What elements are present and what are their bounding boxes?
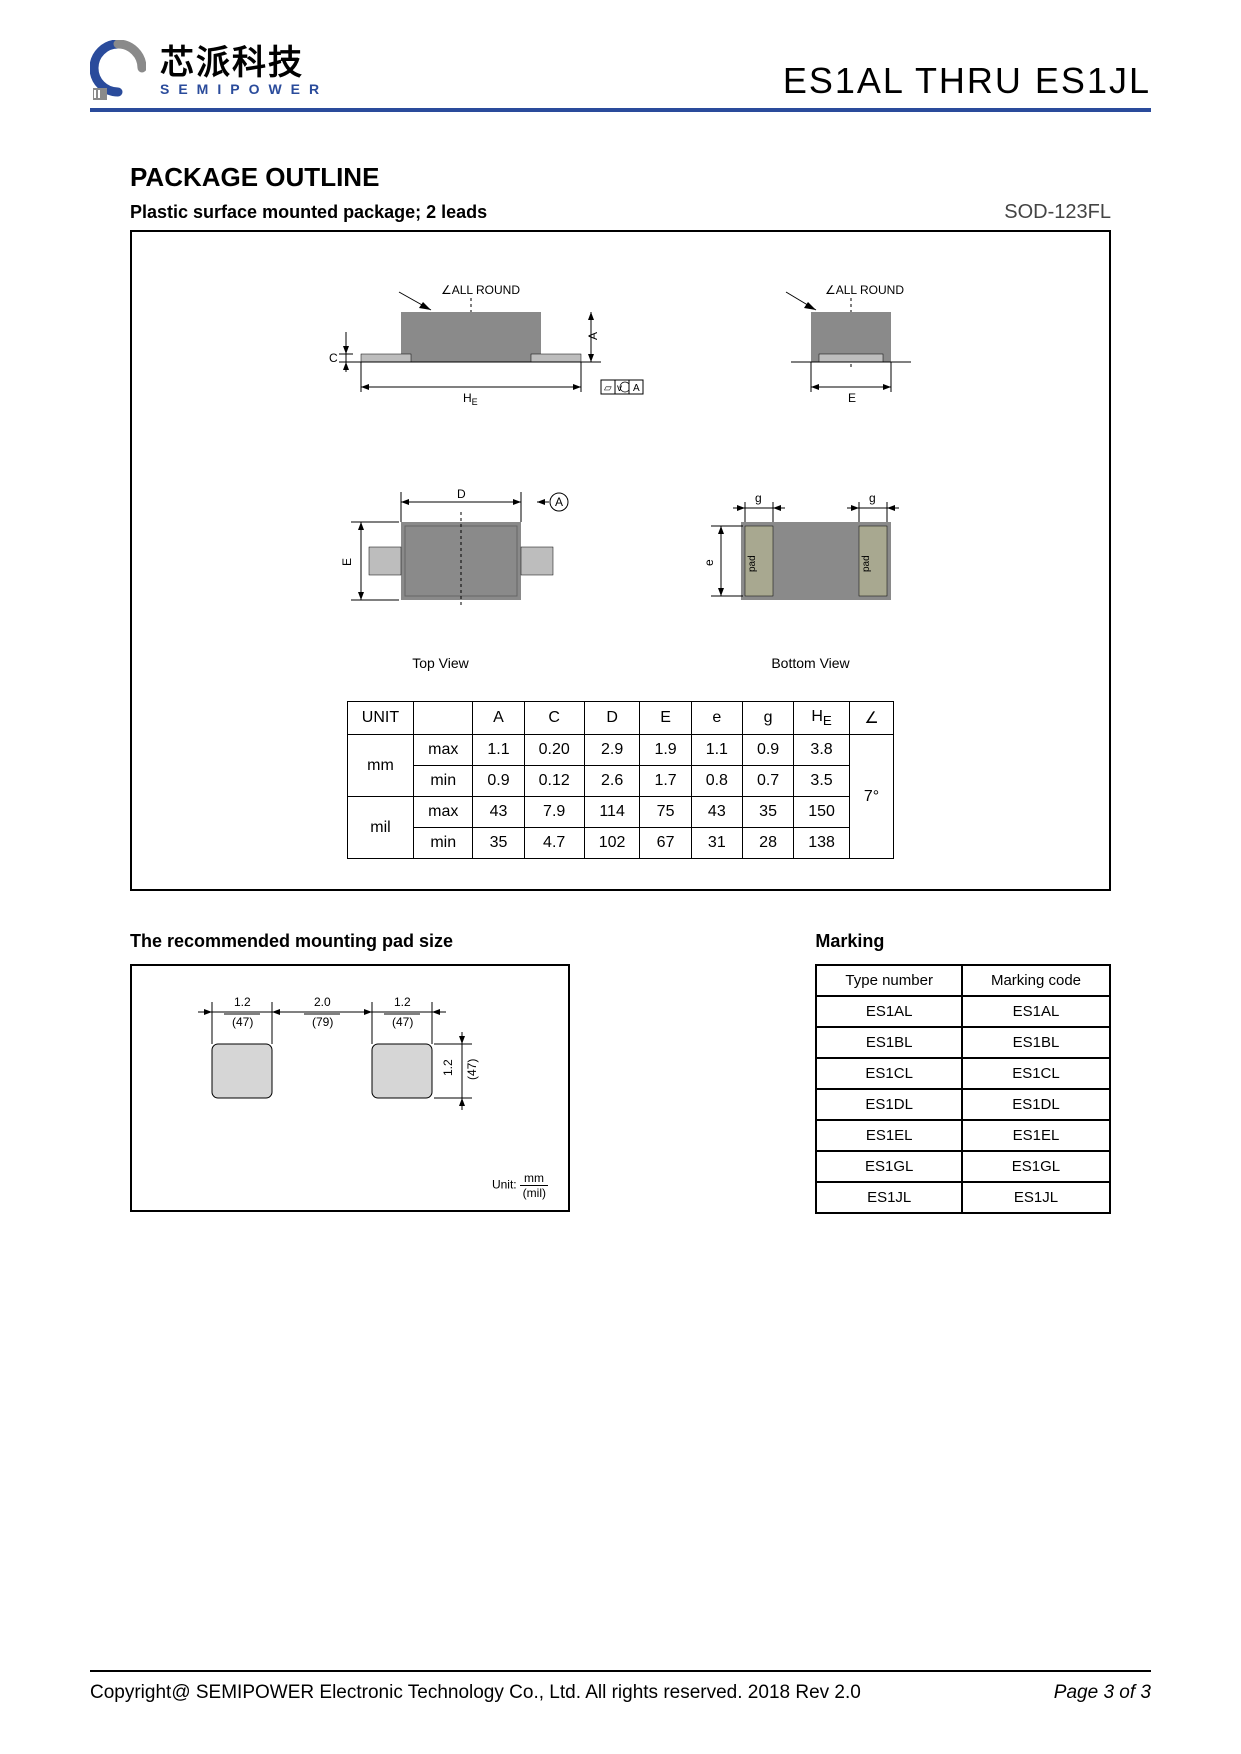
label-pad-r: pad bbox=[861, 555, 872, 572]
dims-h-he: HE bbox=[794, 702, 850, 735]
label-c: C bbox=[329, 351, 338, 365]
table-row: mil max 43 7.9 114 75 43 35 150 bbox=[347, 797, 893, 828]
label-g-l: g bbox=[755, 491, 762, 505]
table-row: UNIT A C D E e g HE ∠ bbox=[347, 702, 893, 735]
gdt-v: v bbox=[617, 383, 622, 394]
table-row: ES1GLES1GL bbox=[816, 1151, 1110, 1182]
dims-h-blank bbox=[414, 702, 473, 735]
page-footer: Copyright@ SEMIPOWER Electronic Technolo… bbox=[90, 1670, 1151, 1704]
label-e: E bbox=[848, 391, 856, 405]
top-view-diagram: D A bbox=[291, 472, 591, 642]
end-view-diagram: ∠ALL ROUND E bbox=[751, 272, 951, 442]
unit-mil: mil bbox=[347, 797, 413, 859]
dims-h-c: C bbox=[524, 702, 584, 735]
marking-table: Type number Marking code ES1ALES1AL ES1B… bbox=[815, 964, 1111, 1214]
mounting-pad-diagram: 1.2 (47) 2.0 (79) bbox=[152, 984, 552, 1154]
dims-h-e: E bbox=[640, 702, 691, 735]
table-row: ES1CLES1CL bbox=[816, 1058, 1110, 1089]
page-number: Page 3 of 3 bbox=[1054, 1682, 1151, 1704]
svg-text:HE: HE bbox=[463, 391, 478, 407]
dims-h-e2: e bbox=[691, 702, 742, 735]
package-name: SOD-123FL bbox=[1004, 201, 1111, 224]
svg-text:1.2: 1.2 bbox=[394, 995, 411, 1009]
svg-text:(47): (47) bbox=[232, 1015, 253, 1029]
label-he-sub: E bbox=[471, 397, 477, 407]
marking-title: Marking bbox=[815, 931, 1111, 952]
svg-text:1.2: 1.2 bbox=[234, 995, 251, 1009]
label-g-r: g bbox=[869, 491, 876, 505]
label-a: A bbox=[586, 332, 600, 340]
gdt-a: A bbox=[633, 383, 640, 394]
label-pad-l: pad bbox=[747, 555, 758, 572]
svg-text:1.2: 1.2 bbox=[441, 1059, 455, 1076]
label-all-round: ∠ALL ROUND bbox=[441, 283, 520, 297]
table-row: min 35 4.7 102 67 31 28 138 bbox=[347, 828, 893, 859]
copyright-text: Copyright@ SEMIPOWER Electronic Technolo… bbox=[90, 1682, 861, 1704]
logo-en-text: SEMIPOWER bbox=[160, 82, 328, 96]
dims-h-angle: ∠ bbox=[849, 702, 893, 735]
unit-note: Unit: mm (mil) bbox=[152, 1171, 548, 1200]
dimensions-table: UNIT A C D E e g HE ∠ mm max 1.1 0.20 2.… bbox=[347, 701, 894, 859]
bottom-view-diagram: pad pad g g bbox=[671, 472, 951, 642]
table-row: ES1ALES1AL bbox=[816, 996, 1110, 1027]
mounting-pad-title: The recommended mounting pad size bbox=[130, 931, 755, 952]
label-e-small: e bbox=[702, 559, 716, 566]
side-view-diagram: ∠ALL ROUND A bbox=[291, 272, 651, 442]
svg-text:2.0: 2.0 bbox=[314, 995, 331, 1009]
mounting-pad-box: 1.2 (47) 2.0 (79) bbox=[130, 964, 570, 1212]
svg-text:(79): (79) bbox=[312, 1015, 333, 1029]
svg-text:⏥: ⏥ bbox=[604, 383, 612, 394]
dims-h-unit: UNIT bbox=[347, 702, 413, 735]
section-subtitle: Plastic surface mounted package; 2 leads bbox=[130, 202, 487, 223]
label-he: H bbox=[463, 391, 472, 405]
table-row: ES1JLES1JL bbox=[816, 1182, 1110, 1213]
document-title: ES1AL THRU ES1JL bbox=[783, 60, 1151, 102]
unit-mm: mm bbox=[347, 735, 413, 797]
semipower-logo-icon bbox=[90, 40, 146, 102]
logo-block: 芯派科技 SEMIPOWER bbox=[90, 40, 328, 102]
svg-text:(47): (47) bbox=[392, 1015, 413, 1029]
dims-h-d: D bbox=[584, 702, 640, 735]
table-row: min 0.9 0.12 2.6 1.7 0.8 0.7 3.5 bbox=[347, 766, 893, 797]
table-row: mm max 1.1 0.20 2.9 1.9 1.1 0.9 3.8 7° bbox=[347, 735, 893, 766]
package-outline-box: ∠ALL ROUND A bbox=[130, 230, 1111, 891]
angle-val: 7° bbox=[849, 735, 893, 859]
table-row: ES1DLES1DL bbox=[816, 1089, 1110, 1120]
table-row: Type number Marking code bbox=[816, 965, 1110, 996]
label-d: D bbox=[457, 487, 466, 501]
table-row: ES1ELES1EL bbox=[816, 1120, 1110, 1151]
logo-cn-text: 芯派科技 bbox=[160, 46, 328, 80]
top-view-label: Top View bbox=[291, 655, 591, 671]
dims-h-g: g bbox=[742, 702, 793, 735]
table-row: ES1BLES1BL bbox=[816, 1027, 1110, 1058]
label-e-vert: E bbox=[340, 558, 354, 566]
svg-text:(47): (47) bbox=[465, 1059, 479, 1080]
page-header: 芯派科技 SEMIPOWER ES1AL THRU ES1JL bbox=[90, 40, 1151, 112]
datum-a: A bbox=[555, 495, 563, 509]
section-title: PACKAGE OUTLINE bbox=[130, 162, 1111, 193]
label-all-round-2: ∠ALL ROUND bbox=[825, 283, 904, 297]
dims-h-a: A bbox=[473, 702, 524, 735]
bottom-view-label: Bottom View bbox=[671, 655, 951, 671]
